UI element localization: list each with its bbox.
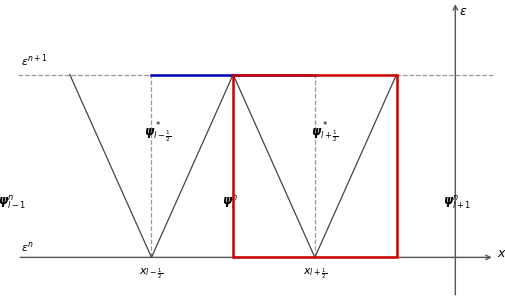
Text: $\boldsymbol{\psi}^*_{l+\frac{1}{2}}$: $\boldsymbol{\psi}^*_{l+\frac{1}{2}}$ <box>310 121 338 145</box>
Bar <box>233 74 396 257</box>
Text: $\boldsymbol{\psi}^n_{l-1}$: $\boldsymbol{\psi}^n_{l-1}$ <box>0 194 26 211</box>
Text: $\boldsymbol{\psi}^*_{l-\frac{1}{2}}$: $\boldsymbol{\psi}^*_{l-\frac{1}{2}}$ <box>144 121 171 145</box>
Text: $\epsilon^n$: $\epsilon^n$ <box>21 240 34 254</box>
Text: $\boldsymbol{\psi}^n_l$: $\boldsymbol{\psi}^n_l$ <box>221 194 237 211</box>
Text: $\boldsymbol{\psi}^n_{l+1}$: $\boldsymbol{\psi}^n_{l+1}$ <box>442 194 471 211</box>
Text: $x_{l-\frac{1}{2}}$: $x_{l-\frac{1}{2}}$ <box>139 266 163 281</box>
Text: $\epsilon$: $\epsilon$ <box>458 5 466 18</box>
Text: x: x <box>497 247 504 260</box>
Text: $\epsilon^{n+1}$: $\epsilon^{n+1}$ <box>21 52 48 69</box>
Text: $x_{l+\frac{1}{2}}$: $x_{l+\frac{1}{2}}$ <box>302 266 326 281</box>
